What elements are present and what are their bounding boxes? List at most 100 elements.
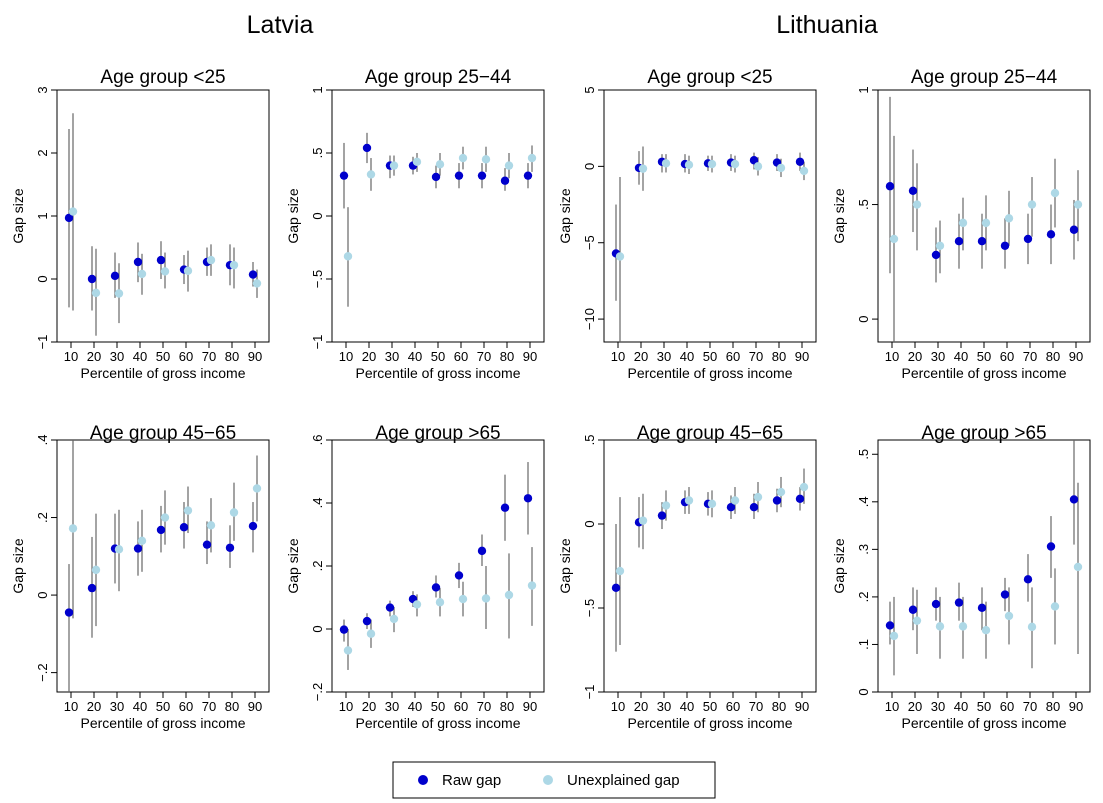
raw-gap-point [726, 503, 736, 512]
x-tick-label: 70 [477, 699, 491, 714]
legend-label-unexplained: Unexplained gap [567, 772, 680, 789]
raw-gap-point [156, 525, 166, 535]
raw-gap-point [1023, 575, 1033, 584]
legend-label-raw: Raw gap [442, 772, 501, 789]
x-tick-label: 50 [156, 349, 170, 364]
panel-title: Age group >65 [921, 423, 1046, 444]
raw-gap-point [87, 583, 97, 593]
y-tick-label: .2 [35, 512, 50, 523]
x-axis-label: Percentile of gross income [902, 715, 1067, 731]
x-tick-label: 40 [954, 699, 968, 714]
y-axis-label: Gap size [831, 538, 847, 593]
x-tick-label: 90 [795, 699, 809, 714]
y-axis-label: Gap size [10, 538, 26, 593]
unexplained-gap-point [958, 622, 968, 631]
unexplained-gap-point [958, 218, 968, 228]
unexplained-gap-point [366, 629, 376, 638]
unexplained-gap-point [343, 646, 353, 655]
raw-gap-point [339, 171, 349, 180]
unexplained-gap-point [684, 496, 694, 505]
unexplained-gap-point [137, 536, 147, 545]
y-axis-label: Gap size [10, 188, 26, 243]
x-tick-label: 50 [703, 699, 717, 714]
panel-title: Age group 45−65 [90, 423, 236, 444]
unexplained-gap-point [799, 482, 809, 492]
y-tick-label: 1 [856, 86, 871, 93]
panel-6: Age group >65 −.2 0 .2 .4 .6 Gap size 10 20 30 40 5… [285, 423, 545, 731]
y-axis-label: Gap size [557, 538, 573, 593]
unexplained-gap-point [1027, 622, 1037, 632]
x-tick-label: 90 [1069, 699, 1083, 714]
y-tick-label: .2 [310, 561, 325, 572]
unexplained-gap-point [935, 622, 945, 631]
unexplained-gap-point [412, 157, 422, 167]
x-tick-label: 30 [931, 699, 945, 714]
raw-gap-point [64, 213, 74, 223]
panel-8: Age group >65 0 .1 .2 .3 .4 .5 Gap size 10 20 30 40… [831, 423, 1091, 731]
x-axis-label: Percentile of gross income [356, 715, 521, 731]
raw-gap-point [431, 583, 441, 592]
y-tick-label: −1 [582, 685, 597, 700]
unexplained-gap-point [661, 501, 671, 510]
x-tick-label: 70 [749, 349, 763, 364]
legend-marker-unexplained [543, 775, 553, 785]
legend: Raw gap Unexplained gap [392, 761, 716, 799]
x-tick-label: 50 [431, 349, 445, 364]
unexplained-gap-point [981, 625, 991, 635]
unexplained-gap-point [137, 269, 147, 279]
raw-gap-point [954, 237, 964, 246]
raw-gap-point [248, 270, 258, 279]
unexplained-gap-point [252, 279, 262, 288]
raw-gap-point [977, 237, 987, 246]
y-tick-label: 0 [310, 212, 325, 219]
x-tick-label: 10 [885, 699, 899, 714]
unexplained-gap-point [389, 614, 399, 624]
raw-gap-point [772, 496, 782, 505]
x-tick-label: 30 [385, 699, 399, 714]
x-tick-label: 60 [726, 699, 740, 714]
x-tick-label: 60 [454, 349, 468, 364]
raw-gap-point [339, 625, 349, 634]
x-tick-label: 30 [931, 349, 945, 364]
raw-gap-point [454, 171, 464, 180]
x-tick-label: 70 [477, 349, 491, 364]
y-tick-label: .2 [856, 591, 871, 602]
raw-gap-point [1046, 542, 1056, 551]
unexplained-gap-point [160, 267, 170, 276]
panel-1: Age group <25 −1 0 1 2 3 Gap size 10 20 30 40 50 60 7… [10, 67, 270, 381]
raw-gap-point [431, 172, 441, 182]
unexplained-gap-point [707, 159, 717, 169]
raw-gap-point [248, 521, 258, 531]
unexplained-gap-point [1050, 602, 1060, 611]
raw-gap-point [657, 511, 667, 520]
x-tick-label: 30 [385, 349, 399, 364]
unexplained-gap-point [435, 598, 445, 607]
panel-title: Age group 25−44 [365, 67, 512, 88]
y-tick-label: .4 [856, 496, 871, 507]
unexplained-gap-point [68, 207, 78, 216]
x-tick-label: 50 [977, 349, 991, 364]
y-tick-label: .6 [310, 435, 325, 446]
y-tick-label: .4 [35, 435, 50, 446]
x-tick-label: 80 [225, 699, 239, 714]
raw-gap-point [1023, 234, 1033, 244]
x-tick-label: 80 [772, 699, 786, 714]
y-tick-label: .1 [856, 639, 871, 650]
x-tick-label: 10 [339, 699, 353, 714]
unexplained-gap-point [481, 155, 491, 164]
unexplained-gap-point [527, 581, 537, 590]
x-axis-label: Percentile of gross income [81, 715, 246, 731]
unexplained-gap-point [753, 162, 763, 171]
unexplained-gap-point [1004, 214, 1014, 223]
x-tick-label: 70 [749, 699, 763, 714]
unexplained-gap-point [229, 260, 239, 270]
raw-gap-point [1069, 495, 1079, 504]
unexplained-gap-point [1073, 562, 1083, 572]
y-tick-label: 1 [310, 86, 325, 93]
panel-3: Age group <25 −10 −5 0 5 Gap size 10 20 30 40 50 60… [557, 67, 817, 381]
unexplained-gap-point [889, 631, 899, 641]
x-tick-label: 50 [431, 699, 445, 714]
raw-gap-point [500, 503, 510, 512]
